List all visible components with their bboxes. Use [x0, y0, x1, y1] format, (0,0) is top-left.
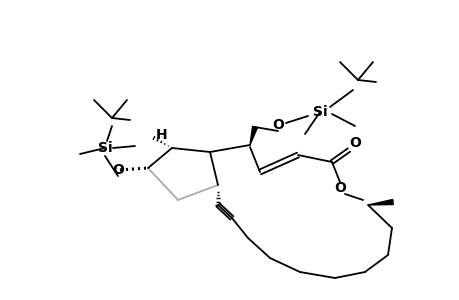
Polygon shape [367, 200, 392, 205]
Text: O: O [271, 118, 283, 132]
Text: O: O [348, 136, 360, 150]
Text: O: O [333, 181, 345, 195]
Text: Si: Si [312, 105, 327, 119]
Polygon shape [249, 126, 257, 145]
Text: O: O [112, 163, 123, 177]
Text: Si: Si [97, 141, 112, 155]
Text: H: H [156, 128, 168, 142]
